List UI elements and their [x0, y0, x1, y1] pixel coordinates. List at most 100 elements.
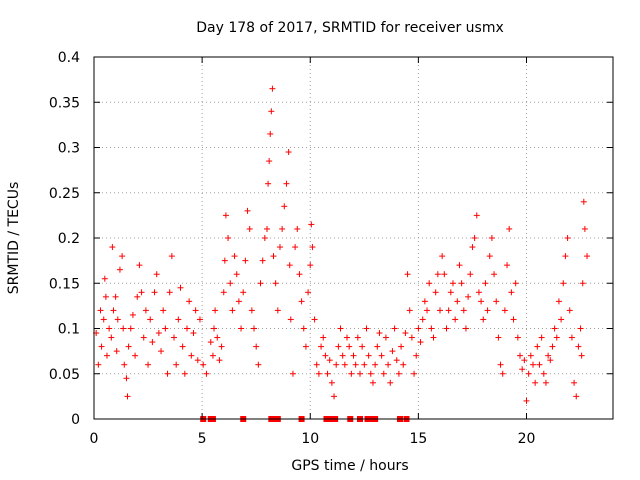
data-point — [309, 244, 316, 251]
x-tick-label: 15 — [409, 431, 427, 447]
data-point — [283, 180, 290, 187]
data-point — [313, 361, 320, 368]
data-point — [138, 289, 145, 296]
axis-ticks — [93, 56, 613, 420]
y-tick-label: 0.15 — [49, 276, 80, 292]
data-point — [380, 370, 387, 377]
data-point — [168, 253, 175, 260]
data-point — [473, 212, 480, 219]
data-point — [534, 343, 541, 350]
data-point — [108, 334, 115, 341]
data-point — [344, 334, 351, 341]
data-point — [147, 316, 154, 323]
data-point — [259, 257, 266, 264]
data-point — [235, 298, 242, 305]
data-point — [449, 280, 456, 287]
data-point — [194, 357, 201, 364]
data-point — [103, 352, 110, 359]
data-point — [389, 348, 396, 355]
data-point — [577, 325, 584, 332]
data-point — [216, 357, 223, 364]
data-point — [276, 244, 283, 251]
chart-title: Day 178 of 2017, SRMTID for receiver usm… — [196, 20, 504, 36]
data-point — [562, 253, 569, 260]
data-point — [110, 307, 117, 314]
data-point — [441, 271, 448, 278]
data-point — [367, 370, 374, 377]
data-point — [460, 307, 467, 314]
data-point — [406, 307, 413, 314]
data-point — [186, 298, 193, 305]
data-point — [279, 225, 286, 232]
data-point — [164, 370, 171, 377]
data-point — [307, 262, 314, 269]
data-point — [129, 311, 136, 318]
data-point — [242, 257, 249, 264]
data-point — [424, 307, 431, 314]
data-point — [177, 284, 184, 291]
data-point — [339, 352, 346, 359]
data-point — [123, 375, 130, 382]
data-point — [417, 339, 424, 346]
data-point — [501, 307, 508, 314]
data-point — [200, 361, 207, 368]
data-point — [109, 244, 116, 251]
data-point — [434, 271, 441, 278]
data-point — [376, 330, 383, 337]
y-axis-label: SRMTID / TECUs — [6, 182, 22, 295]
data-point — [175, 316, 182, 323]
data-point — [106, 325, 113, 332]
data-point — [512, 280, 519, 287]
data-point — [497, 361, 504, 368]
data-point — [359, 343, 366, 350]
data-point — [331, 393, 338, 400]
data-point — [221, 257, 228, 264]
data-point — [391, 325, 398, 332]
data-point — [393, 357, 400, 364]
data-point — [300, 325, 307, 332]
data-point — [285, 149, 292, 156]
data-point — [387, 379, 394, 386]
data-point — [400, 361, 407, 368]
data-point — [120, 325, 127, 332]
data-point — [564, 235, 571, 241]
data-point — [240, 289, 247, 296]
data-point — [211, 325, 218, 332]
data-point — [369, 379, 376, 386]
data-point — [127, 325, 134, 332]
data-point — [478, 298, 485, 305]
data-point — [214, 334, 221, 341]
data-point — [337, 325, 344, 332]
data-point — [100, 316, 107, 323]
data-point — [540, 370, 547, 377]
data-point — [140, 334, 147, 341]
data-point — [363, 325, 370, 332]
data-point — [308, 221, 315, 228]
data-point — [173, 361, 180, 368]
data-point — [171, 334, 178, 341]
data-point — [264, 225, 270, 232]
data-point — [267, 130, 274, 137]
data-point — [136, 262, 143, 269]
data-point — [225, 235, 232, 241]
y-tick-label: 0.05 — [49, 367, 80, 383]
data-point — [153, 271, 160, 278]
data-point — [549, 343, 556, 350]
data-point — [575, 343, 582, 350]
data-point — [274, 307, 281, 314]
data-point — [218, 343, 225, 350]
data-point — [227, 280, 234, 287]
data-point — [514, 334, 521, 341]
data-point — [95, 361, 102, 368]
data-point — [132, 352, 139, 359]
data-point — [458, 280, 465, 287]
data-point — [545, 352, 552, 359]
data-point — [98, 343, 105, 350]
data-point — [356, 370, 363, 377]
data-point — [361, 361, 368, 368]
data-point — [162, 325, 169, 332]
data-point — [452, 316, 459, 323]
data-point — [395, 370, 402, 377]
data-point — [426, 280, 433, 287]
